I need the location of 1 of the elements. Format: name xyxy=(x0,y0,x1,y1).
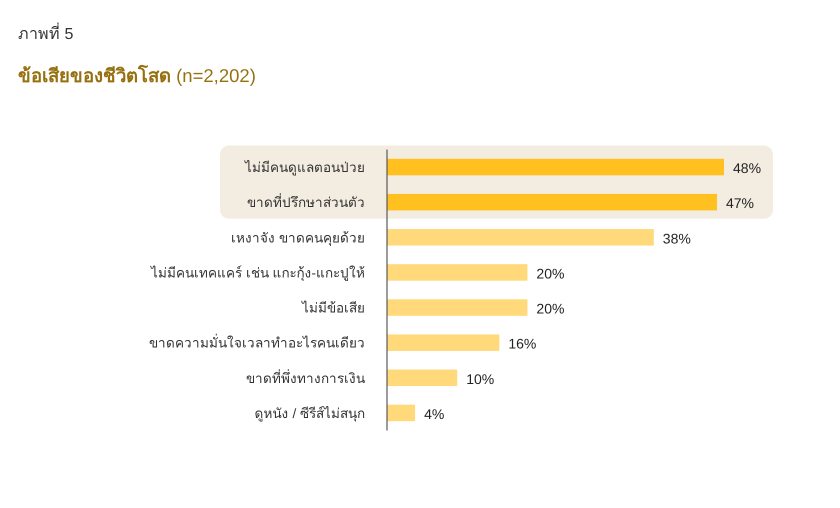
subtitle: ข้อเสียของชีวิตโสด (n=2,202) xyxy=(18,65,256,86)
